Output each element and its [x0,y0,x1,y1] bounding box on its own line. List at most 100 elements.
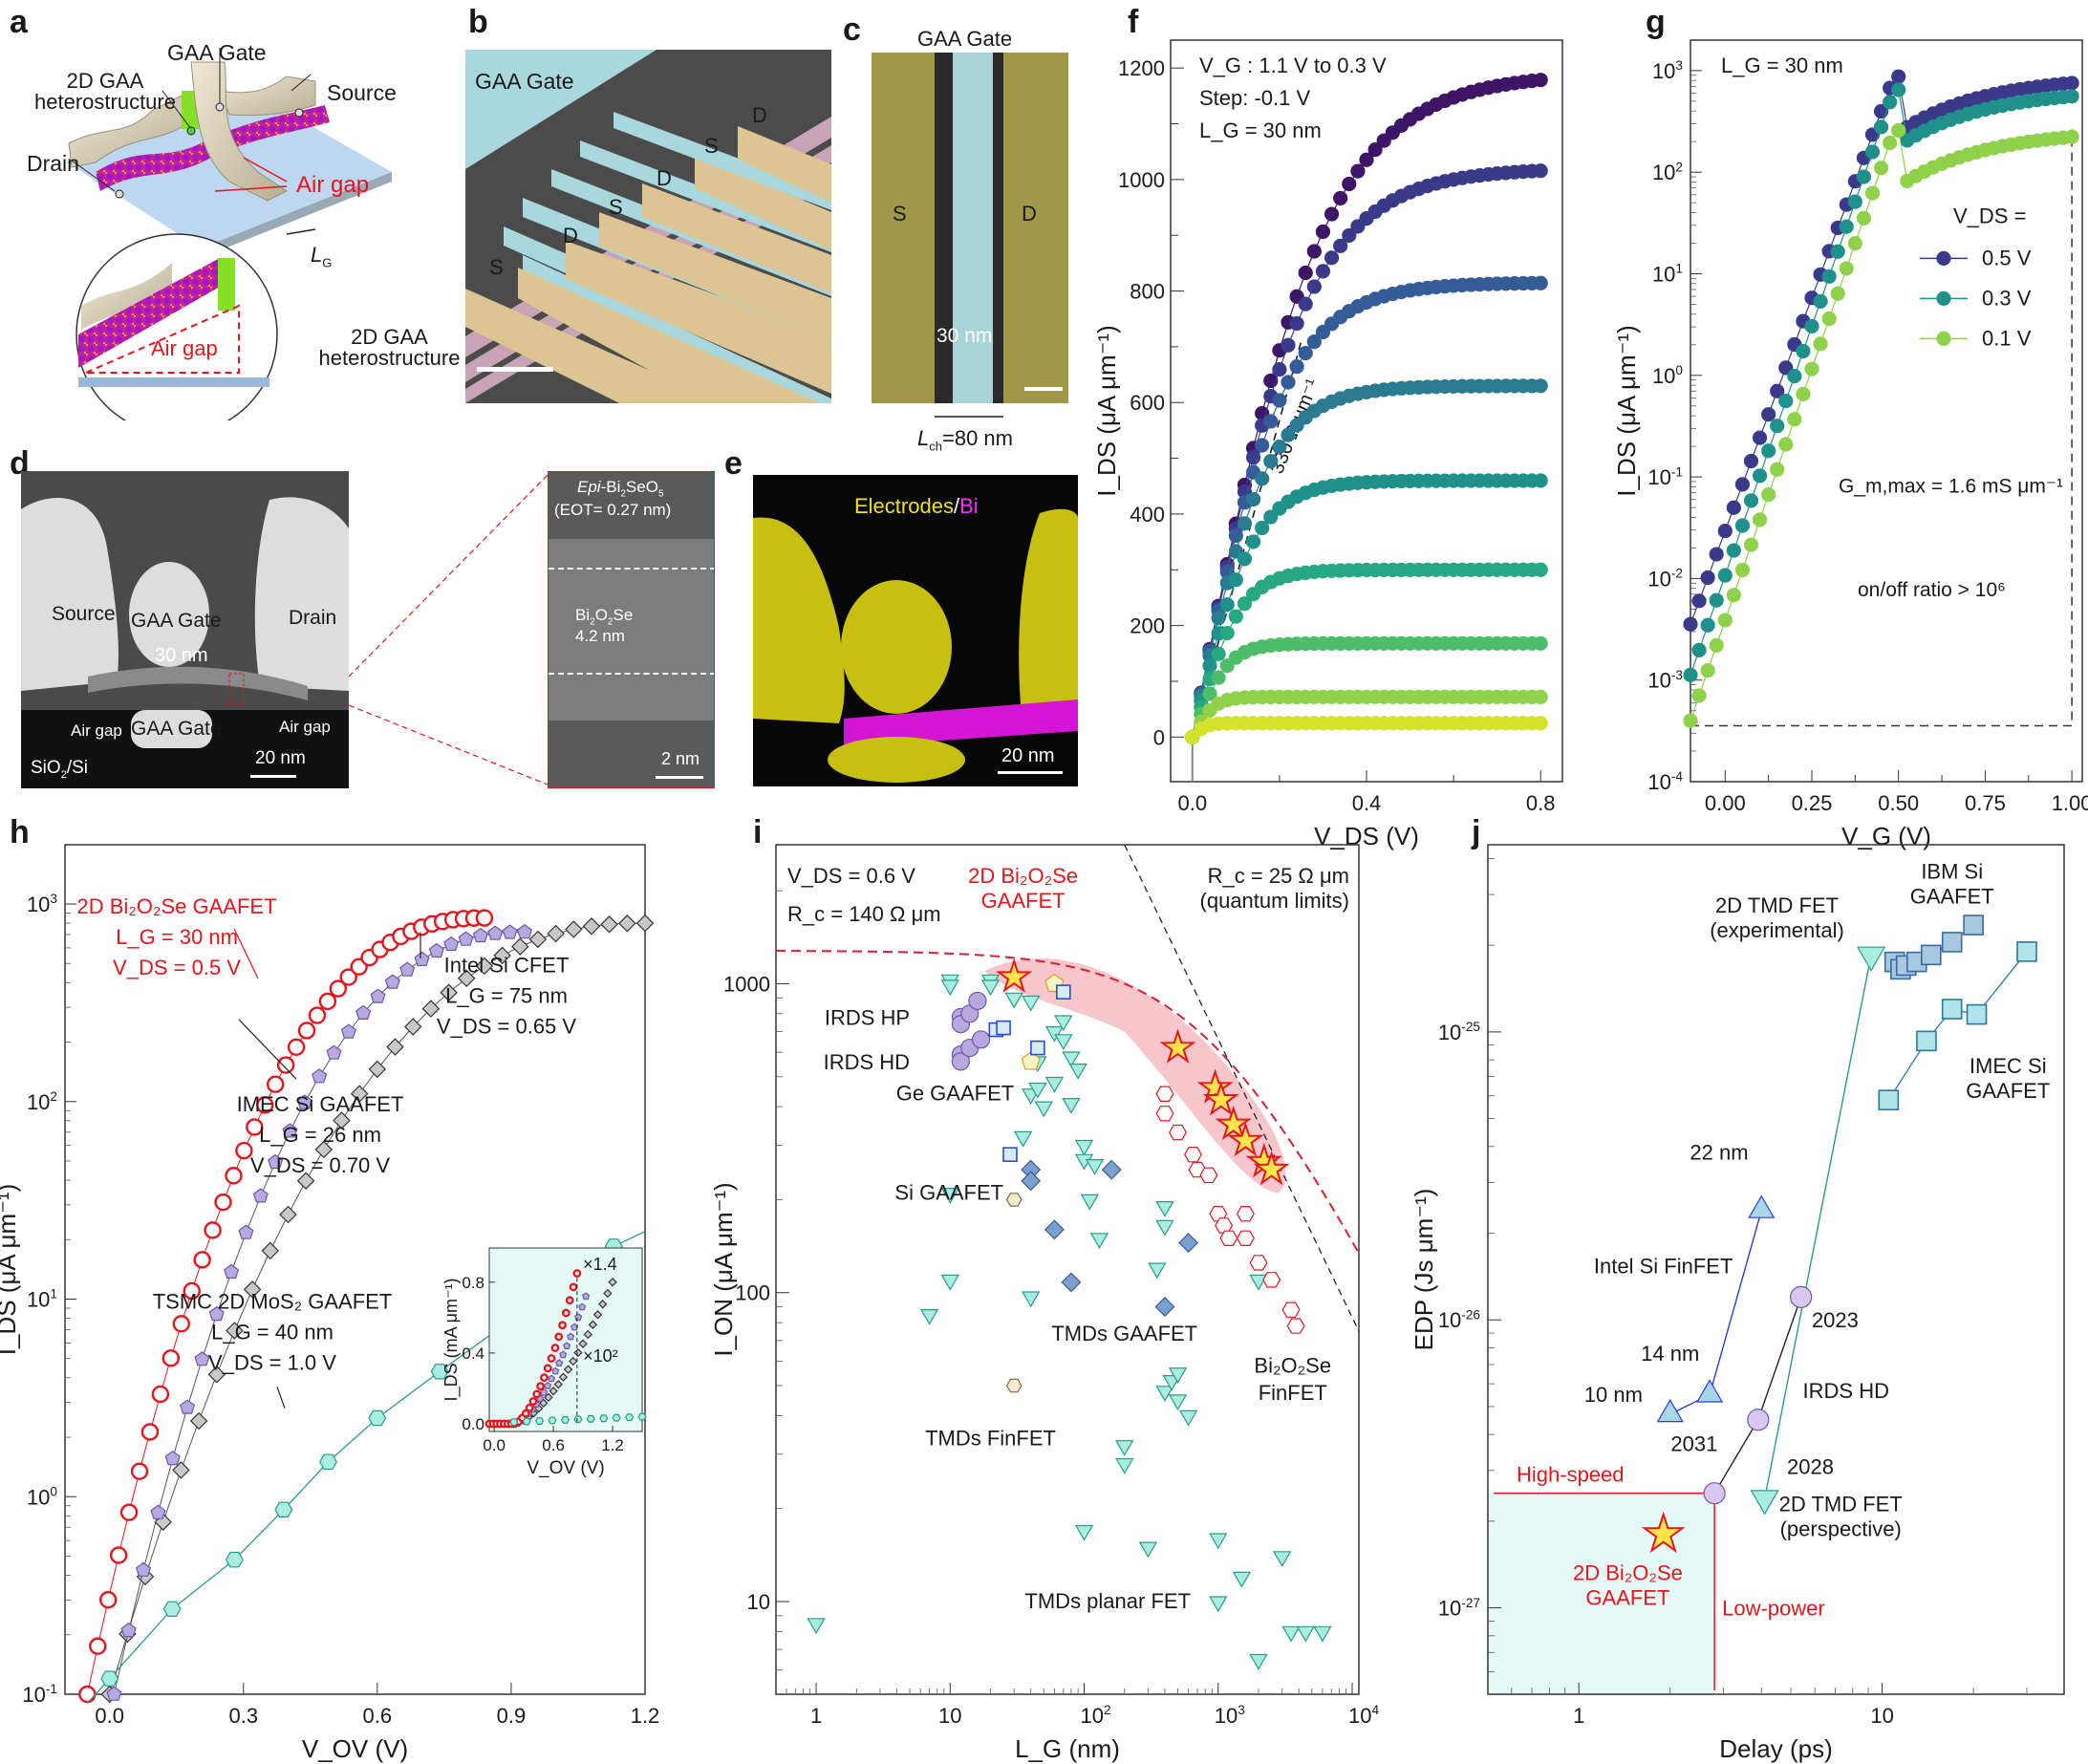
data-point [1013,1130,1033,1148]
data-point [475,909,494,927]
data-point [1272,1551,1292,1568]
data-point [1533,716,1548,731]
data-point [1044,1219,1065,1240]
inset-y-tick-label: 0.8 [462,1274,484,1292]
data-point [1054,1015,1073,1032]
scale-bar [477,367,553,372]
annotation-vg: V_G : 1.1 V to 0.3 V [1199,54,1387,77]
data-point [1770,419,1785,434]
data-point [183,1281,201,1301]
x-tick-label: 0.6 [363,1704,393,1728]
legend-label: 0.3 V [1982,286,2032,310]
bottom-gate [131,710,212,748]
data-point [1155,1386,1174,1403]
data-point [1966,1003,1988,1025]
data-point [1821,311,1837,327]
zoom-connector-lines [349,474,549,785]
scale-bar [1024,387,1063,391]
pointer-arrow [233,928,259,979]
y-tick-label: 100 [735,1281,770,1305]
data-point [475,957,494,976]
label-gate-length: 30 nm [155,645,208,666]
data-point [2016,941,2037,962]
label-gaa-gate: GAA Gate [167,40,267,65]
y-axis-label: I_DS (μA μm⁻¹) [1092,325,1121,496]
data-point [1211,670,1226,685]
inset-point [558,1372,569,1382]
chart-j-edp-vs-delay: 10-27 10-26 10-25 1 10 High-speed Low-power 2D … [1410,844,2065,1763]
electrodes-text: Electrodes [854,494,954,518]
data-point [1296,1625,1316,1643]
y-tick-label: 0 [1153,725,1165,749]
label-bi2o2se-finfet-2: FinFET [1259,1381,1327,1405]
data-point [1155,1086,1174,1102]
data-point [1281,375,1296,390]
data-point [618,914,636,933]
data-point [319,1453,337,1471]
legend-label: 0.1 V [1982,326,2032,350]
data-point [1004,992,1023,1009]
data-point [919,1309,939,1325]
label-imec-lg: L_G = 26 nm [259,1123,381,1147]
inset-point [586,1414,595,1423]
data-point [1306,244,1322,259]
inset-point [561,1308,570,1318]
data-point [1333,190,1348,206]
data-point [1249,1255,1268,1271]
x-tick-label: 0.75 [1965,791,2006,815]
panel-label-a: a [10,4,28,40]
label-tmds-finfet: TMDs FinFET [925,1427,1056,1451]
series-2 [78,909,494,1704]
data-point [1263,509,1279,525]
y-tick-label: 1000 [1118,168,1165,192]
data-point [1787,412,1802,427]
data-point [1298,296,1313,312]
data-point [428,942,444,958]
inset-point [521,1409,530,1418]
label-bi2o2se-gaafet: 2D Bi₂O₂Se [1573,1560,1683,1584]
data-point [996,1020,1011,1036]
inset-point [569,1356,578,1366]
x-tick-label: 1.2 [631,1704,660,1728]
data-point [1533,378,1548,394]
data-point [1272,393,1287,408]
data-point [1154,1297,1175,1317]
top-gate-signal [841,580,952,714]
inset-point [563,1342,571,1350]
panel-label-e: e [724,445,743,482]
y-tick-label: 600 [1130,391,1165,415]
label-irds-hd: IRDS HD [824,1050,910,1074]
legend-title: V_DS = [1953,204,2026,227]
y-tick-label: 400 [1130,503,1165,527]
data-point [1245,534,1261,549]
inset-point [544,1392,553,1403]
x-tick-label: 0.25 [1792,791,1833,815]
data-point [940,1188,960,1204]
y-tick-label: 100 [27,1484,57,1509]
data-point [1796,386,1811,402]
data-point [399,961,416,977]
x-axis-label: V_G (V) [1841,822,1931,850]
data-point [1873,119,1889,135]
label-bi2o2se-gaafet: 2D Bi₂O₂Se GAAFET [76,894,276,918]
label-tsmc-vds: V_DS = 1.0 V [208,1351,336,1375]
panel-label-h: h [10,814,30,850]
data-point [1298,265,1313,281]
label-air-gap: Air gap [296,172,370,198]
scale-bar [250,775,296,778]
y-tick-label: 103 [27,892,57,916]
inset-point [554,1332,564,1342]
label-tsmc-lg: L_G = 40 nm [211,1321,334,1345]
label-irds-hd: IRDS HD [1803,1379,1889,1403]
legend-marker [1936,250,1951,266]
annotation-rc-25: R_c = 25 Ω μm [1208,864,1349,888]
data-point [1703,1482,1726,1505]
y-tick-label: 10-25 [1438,1020,1480,1044]
data-point [1963,914,1984,936]
y-tick-label: 102 [1652,160,1683,184]
data-point [384,974,400,989]
data-point [1272,439,1287,455]
data-point [1202,1081,1239,1116]
data-point [1315,264,1331,279]
label-electrode: S [609,195,623,219]
